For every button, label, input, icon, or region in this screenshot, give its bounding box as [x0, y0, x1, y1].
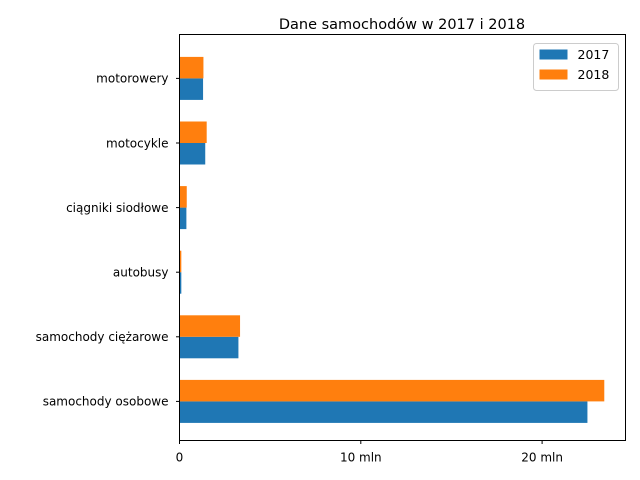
bars — [179, 56, 605, 423]
legend-swatch-2017 — [539, 49, 568, 60]
y-tick-label: motorowery — [96, 72, 168, 86]
bar-2017-4 — [179, 143, 206, 165]
legend-swatch-2018 — [539, 69, 568, 80]
x-tick-label: 20 mln — [521, 451, 563, 465]
bar-2018-2 — [179, 250, 182, 273]
bar-2018-1 — [179, 315, 241, 337]
chart-title: Dane samochodów w 2017 i 2018 — [279, 17, 525, 33]
y-tick-label: samochody ciężarowe — [36, 330, 169, 344]
bar-2018-4 — [179, 121, 207, 143]
bar-2018-5 — [179, 56, 204, 79]
legend-label-2017: 2017 — [578, 47, 610, 62]
bar-2017-0 — [179, 401, 588, 423]
legend: 2017 2018 — [533, 43, 619, 91]
bar-2017-1 — [179, 336, 239, 359]
y-tick-label: samochody osobowe — [43, 395, 169, 409]
bar-2018-3 — [179, 186, 187, 208]
y-tick-label: autobusy — [113, 266, 169, 280]
y-tick-label: ciągniki siodłowe — [66, 201, 168, 215]
y-tick-label: motocykle — [106, 136, 168, 150]
x-tick-label: 0 — [176, 451, 184, 465]
x-tick-label: 10 mln — [340, 451, 382, 465]
bar-2017-5 — [179, 78, 204, 100]
bar-2018-0 — [179, 379, 605, 402]
legend-label-2018: 2018 — [578, 67, 610, 82]
x-axis-ticks: 0 10 mln 20 mln — [176, 440, 563, 465]
bar-2017-3 — [179, 207, 187, 230]
bar-2017-2 — [179, 272, 182, 294]
plot-frame — [179, 34, 626, 441]
y-axis-ticks: samochody osobowe samochody ciężarowe auto… — [36, 72, 180, 409]
